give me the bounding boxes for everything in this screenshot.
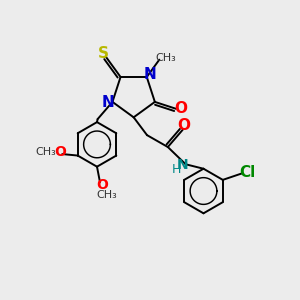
Text: N: N (143, 67, 156, 82)
Text: CH₃: CH₃ (155, 53, 176, 64)
Text: O: O (96, 178, 108, 191)
Text: O: O (178, 118, 191, 133)
Text: N: N (101, 95, 114, 110)
Text: Cl: Cl (239, 165, 256, 180)
Text: H: H (172, 163, 182, 176)
Text: O: O (174, 101, 187, 116)
Text: CH₃: CH₃ (35, 147, 56, 157)
Text: CH₃: CH₃ (96, 190, 117, 200)
Text: S: S (98, 46, 109, 61)
Text: O: O (54, 145, 66, 159)
Text: N: N (176, 158, 188, 172)
